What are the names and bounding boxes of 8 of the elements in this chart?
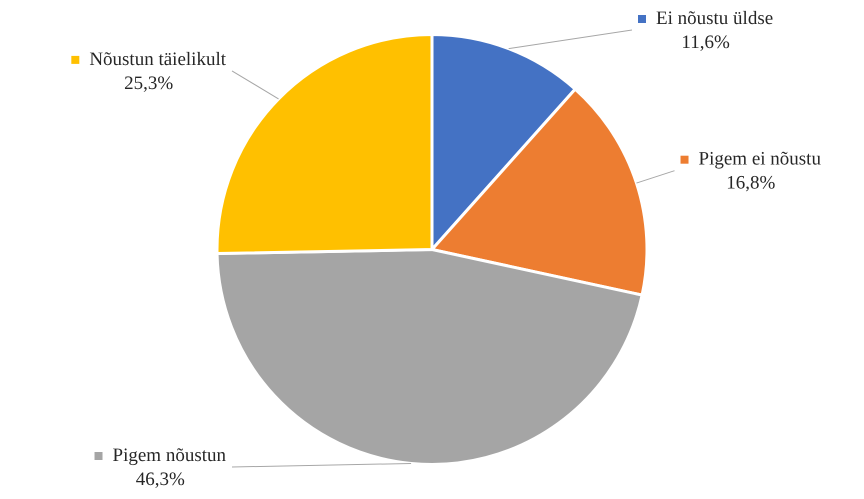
legend-label: Pigem ei nõustu bbox=[698, 148, 822, 170]
legend-label: Ei nõustu üldse bbox=[656, 8, 774, 29]
legend-label: Pigem nõustun bbox=[112, 444, 226, 466]
data-label: 46,3% bbox=[136, 468, 185, 490]
legend-label: Nõustun täielikult bbox=[89, 48, 227, 70]
data-label: 25,3% bbox=[124, 72, 174, 94]
data-label: 11,6% bbox=[681, 32, 730, 53]
data-label: 16,8% bbox=[726, 172, 776, 194]
